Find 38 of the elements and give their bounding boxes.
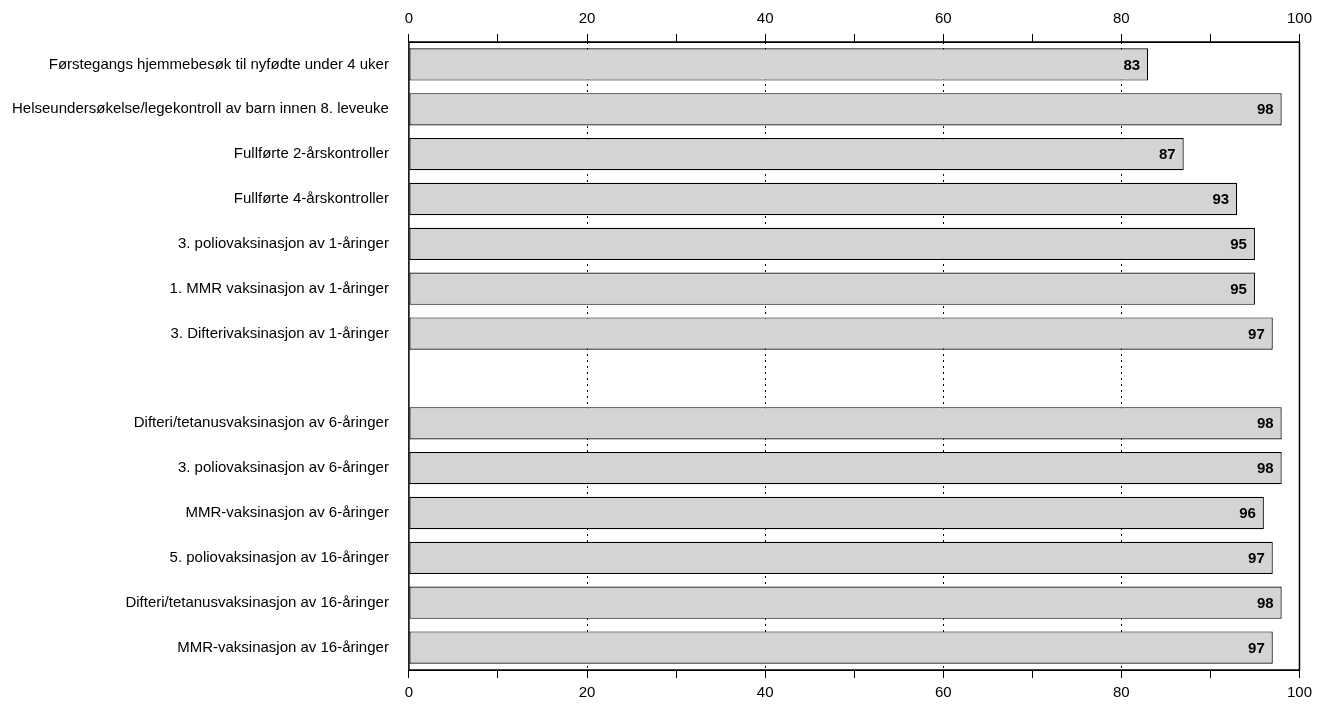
y-tick-label: Fullførte 4-årskontroller (233, 189, 389, 207)
data-label: 95 (1230, 279, 1247, 297)
y-tick-label: 3. poliovaksinasjon av 1-åringer (177, 234, 389, 251)
x-tick-label: 0 (404, 9, 414, 27)
y-tick-label: Fullførte 2-årskontroller (233, 144, 389, 162)
data-label: 96 (1239, 504, 1256, 522)
y-tick-label: Førstegangs hjemmebesøk til nyfødte under 4 uker (48, 54, 389, 72)
x2-tick-label: 100 (1286, 683, 1312, 701)
x2-tick-label: 0 (404, 683, 414, 701)
data-label: 97 (1248, 549, 1265, 566)
y-tick-label: Difteri/tetanusvaksinasjon av 16-åringer (125, 592, 389, 610)
y-tick-label: Difteri/tetanusvaksinasjon av 6-åringer (133, 413, 389, 431)
x-tick-label: 40 (756, 9, 774, 27)
x-tick-label: 100 (1286, 9, 1312, 27)
x2-tick-label: 20 (578, 683, 596, 701)
y-tick-label: MMR-vaksinasjon av 6-åringer (185, 503, 389, 521)
data-label: 97 (1248, 638, 1265, 656)
y-tick-label: 1. MMR vaksinasjon av 1-åringer (169, 278, 389, 296)
y-tick-label: 5. poliovaksinasjon av 16-åringer (169, 548, 389, 565)
x-tick-label: 60 (934, 9, 952, 27)
data-label: 98 (1256, 100, 1274, 118)
x2-tick-label: 60 (934, 683, 952, 701)
x2-tick-label: 40 (756, 683, 774, 701)
x2-tick-label: 80 (1113, 683, 1130, 701)
y-tick-label: 3. poliovaksinasjon av 6-åringer (177, 458, 389, 476)
x-tick-label: 80 (1113, 9, 1130, 27)
x-tick-label: 20 (578, 9, 596, 27)
y-tick-label: MMR-vaksinasjon av 16-åringer (177, 637, 389, 655)
y-tick-label: 3. Difterivaksinasjon av 1-åringer (170, 323, 389, 341)
data-label: 98 (1256, 593, 1274, 611)
data-label: 98 (1256, 414, 1274, 432)
data-label: 95 (1230, 235, 1247, 252)
data-label: 93 (1212, 190, 1230, 208)
data-label: 83 (1123, 55, 1141, 73)
data-label: 97 (1248, 324, 1265, 342)
data-label: 87 (1159, 145, 1176, 163)
y-tick-label: Helseundersøkelse/legekontroll av barn innen 8. leveuke (12, 99, 389, 117)
data-label: 98 (1256, 459, 1274, 477)
